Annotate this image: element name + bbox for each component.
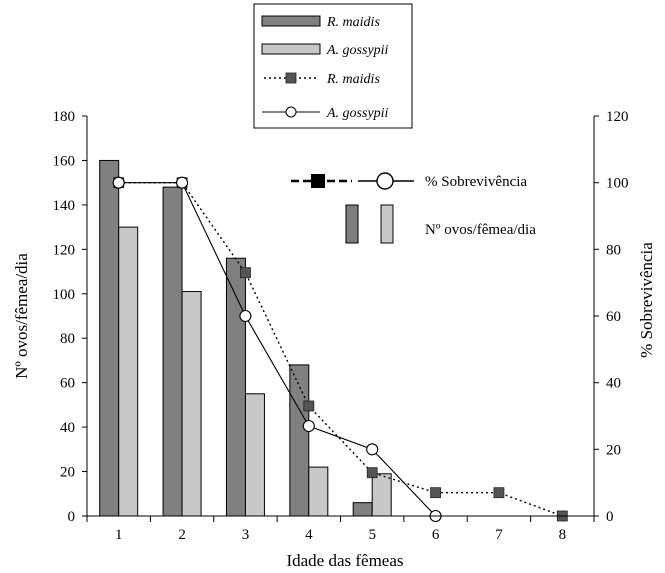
line-a-gossypii xyxy=(118,182,436,517)
x-tick-label-2: 2 xyxy=(178,527,186,543)
bar-r-maidis-2 xyxy=(162,186,183,517)
y-left-tick-label-120: 120 xyxy=(53,242,76,258)
x-tick-label-5: 5 xyxy=(368,527,376,543)
point-a-gossypii-2 xyxy=(176,176,189,189)
point-a-gossypii-4 xyxy=(302,419,315,433)
y-left-tick-label-140: 140 xyxy=(53,198,76,214)
y-left-tick-label-100: 100 xyxy=(53,287,76,303)
legend: R. maidis A. gossypii R. maidis A. gossy… xyxy=(253,3,413,129)
inner-legend: % Sobrevivência Nº ovos/fêmea/dia xyxy=(291,172,536,244)
bar-a-gossypii-2 xyxy=(181,291,202,517)
x-tick-label-4: 4 xyxy=(305,527,313,543)
y-right-tick-label-100: 100 xyxy=(606,176,629,192)
point-r-maidis-6 xyxy=(430,487,441,499)
bar-a-gossypii-4 xyxy=(308,466,329,517)
bar-a-gossypii-3 xyxy=(244,393,265,517)
inner-legend-circle-marker xyxy=(376,172,394,190)
legend-swatch-a-gossypii-bar xyxy=(261,43,321,55)
legend-label-a-gossypii-line: A. gossypii xyxy=(326,106,389,121)
ticks-layer: 0 20 40 60 80 100 120 140 160 180 0 20 40 60 80 100 120 1… xyxy=(53,109,629,543)
y-left-tick-label-20: 20 xyxy=(60,465,75,481)
inner-legend-square-marker xyxy=(311,174,325,188)
y-left-tick-label-180: 180 xyxy=(53,109,76,125)
point-a-gossypii-5 xyxy=(366,443,379,456)
legend-swatch-r-maidis-bar xyxy=(261,15,321,27)
inner-legend-survival-label: % Sobrevivência xyxy=(425,174,527,190)
y-left-tick-label-160: 160 xyxy=(53,153,76,169)
legend-label-r-maidis-bar: R. maidis xyxy=(326,15,380,30)
x-tick-label-7: 7 xyxy=(495,527,503,543)
x-tick-label-3: 3 xyxy=(242,527,250,543)
point-a-gossypii-3 xyxy=(239,309,252,323)
point-r-maidis-5 xyxy=(366,467,378,479)
inner-legend-dark-bar xyxy=(345,204,359,244)
bar-a-gossypii-5 xyxy=(371,473,392,517)
y-left-tick-label-40: 40 xyxy=(60,420,75,436)
y-right-tick-label-20: 20 xyxy=(606,442,621,458)
x-tick-label-8: 8 xyxy=(559,527,567,543)
x-tick-label-1: 1 xyxy=(115,527,123,543)
y-axis-right-title: % Sobrevivência xyxy=(637,242,656,358)
y-right-tick-label-0: 0 xyxy=(606,509,614,525)
legend-label-r-maidis-line: R. maidis xyxy=(326,72,380,87)
y-right-tick-label-60: 60 xyxy=(606,309,621,325)
legend-marker-a-gossypii xyxy=(285,106,297,118)
point-r-maidis-4 xyxy=(303,400,315,412)
y-right-tick-label-80: 80 xyxy=(606,242,621,258)
lines-layer xyxy=(118,181,563,517)
y-left-tick-label-0: 0 xyxy=(68,509,76,525)
bar-r-maidis-1 xyxy=(99,159,120,517)
bar-r-maidis-5 xyxy=(352,502,373,517)
inner-legend-eggs-label: Nº ovos/fêmea/dia xyxy=(425,222,536,238)
x-tick-label-6: 6 xyxy=(432,527,440,543)
point-r-maidis-3 xyxy=(240,267,251,279)
legend-marker-r-maidis xyxy=(285,72,297,84)
y-right-tick-label-120: 120 xyxy=(606,109,629,125)
y-left-tick-label-60: 60 xyxy=(60,376,75,392)
point-a-gossypii-1 xyxy=(112,176,125,189)
y-left-tick-label-80: 80 xyxy=(60,331,75,347)
legend-label-a-gossypii-bar: A. gossypii xyxy=(326,43,389,58)
inner-legend-light-bar xyxy=(380,204,394,244)
bar-a-gossypii-1 xyxy=(118,226,139,517)
bars-layer xyxy=(99,159,392,517)
point-r-maidis-7 xyxy=(493,487,505,499)
x-axis-title: Idade das fêmeas xyxy=(286,551,403,570)
y-axis-left-title: Nº ovos/fêmea/dia xyxy=(12,253,31,379)
line-r-maidis xyxy=(118,181,563,517)
markers-layer xyxy=(112,176,568,523)
y-right-tick-label-40: 40 xyxy=(606,376,621,392)
